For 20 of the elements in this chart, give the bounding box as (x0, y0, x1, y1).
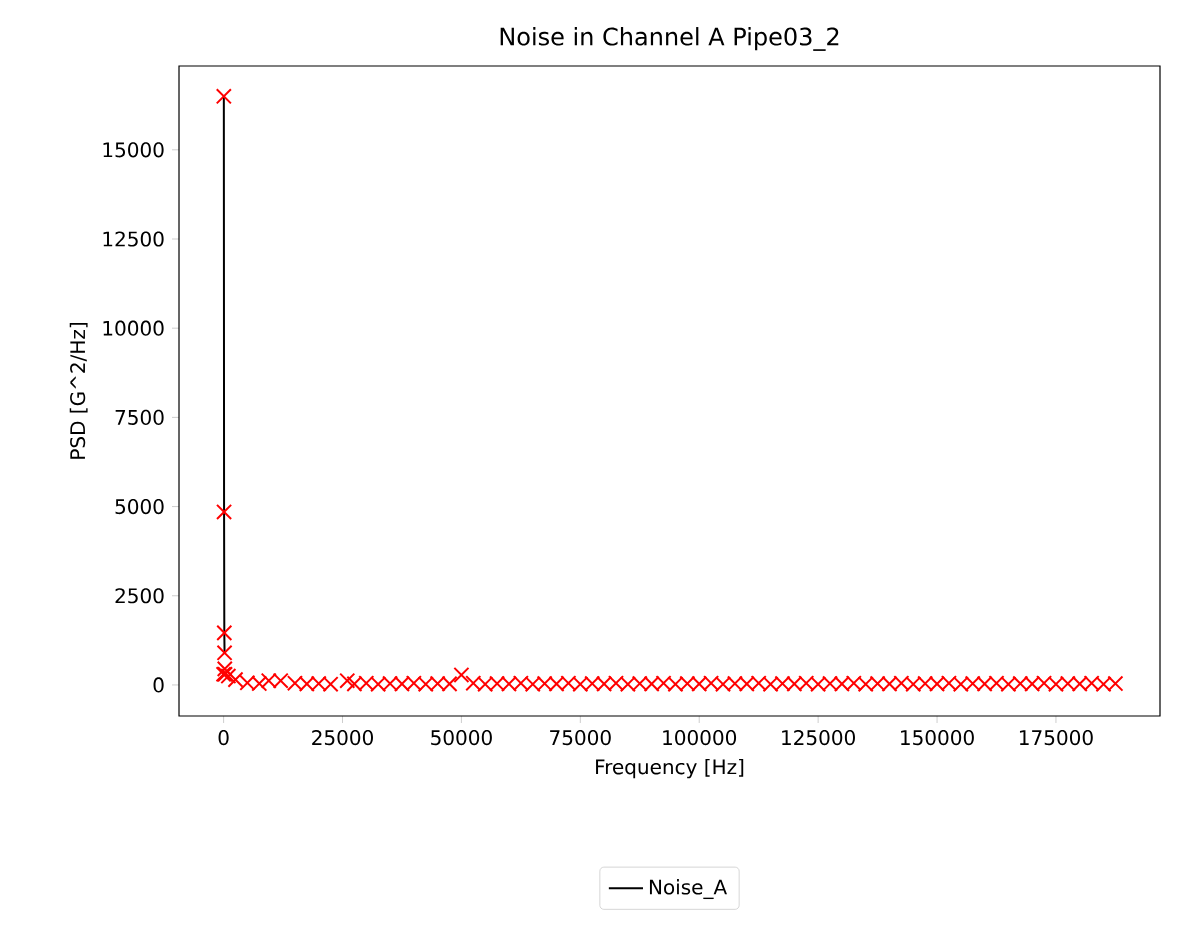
x-tick-label: 75000 (550, 730, 611, 746)
y-tick-label: 10000 (103, 320, 164, 336)
y-tick-label: 7500 (115, 409, 164, 425)
y-tick-label: 5000 (115, 498, 164, 515)
x-tick-label: 125000 (782, 730, 855, 746)
y-tick-label: 0 (153, 677, 164, 693)
line-series (222, 95, 226, 654)
y-tick-label: 12500 (103, 231, 164, 247)
x-tick-label: 100000 (663, 730, 737, 746)
y-tick-label: 2500 (115, 588, 164, 604)
chart-title: Noise in Channel A Pipe03_2 (500, 27, 839, 51)
y-tick-label: 15000 (103, 142, 164, 158)
x-tick-label: 50000 (431, 730, 492, 746)
x-tick-label: 175000 (1019, 730, 1093, 746)
y-axis-title: PSD [G^2/Hz] (69, 323, 88, 459)
x-axis-title: Frequency [Hz] (596, 758, 744, 779)
x-tick-label: 150000 (901, 730, 974, 746)
x-tick-label: 0 (218, 730, 229, 746)
legend-label: Noise_A (649, 879, 727, 900)
x-tick-label: 25000 (312, 730, 373, 746)
